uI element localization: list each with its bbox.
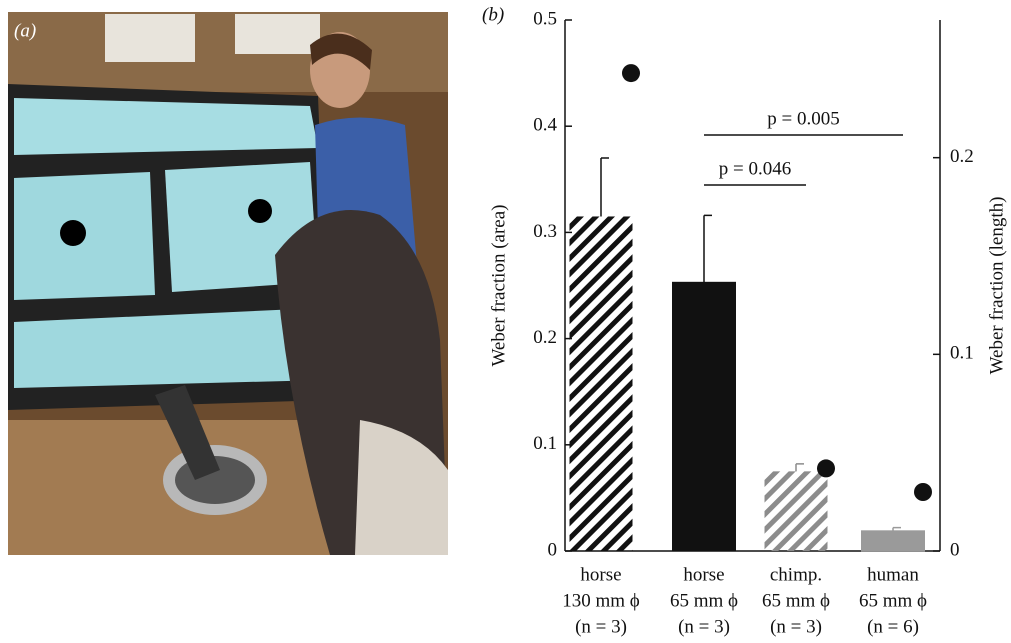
x-tick-label: (n = 3) [575,616,627,637]
y-axis-label: Weber fraction (area) [488,205,509,367]
x-tick-label: horse [683,564,724,585]
bar [862,531,925,551]
bar [765,471,828,551]
photo-wall [8,12,448,92]
x-tick-label: horse [580,564,621,585]
error-bar [704,215,712,282]
error-bar [796,464,804,471]
y2-tick-label: 0.2 [950,146,974,167]
y-tick-label: 0.5 [533,8,557,29]
error-bar [601,158,609,216]
photo-poster [235,14,320,54]
stimulus-dot [60,220,86,246]
panel-label: (b) [482,4,504,25]
bar [570,216,633,551]
y2-axis-label: Weber fraction (length) [986,197,1007,375]
y-tick-label: 0.3 [533,221,557,242]
y2-tick-label: 0.1 [950,343,974,364]
x-tick-label: (n = 3) [770,616,822,637]
page: (a) (b) 0 0.1 0.2 0.3 0.4 0.5 0 0.1 0.2 Weber fra… [0,0,1011,643]
photo-poster [105,14,195,62]
length-dot [914,483,932,501]
panel-label: (a) [14,20,36,41]
y-tick-label: 0.1 [533,433,557,454]
y-tick-label: 0.4 [533,115,557,136]
significance-label: p = 0.005 [767,108,839,129]
length-dot [817,459,835,477]
x-tick-label: chimp. [770,564,822,585]
monitor-screen [14,308,325,388]
significance-label: p = 0.046 [719,158,791,179]
stimulus-dot [248,199,272,223]
x-tick-label: human [867,564,919,585]
x-tick-label: 65 mm ϕ [859,590,927,611]
x-tick-label: 65 mm ϕ [762,590,830,611]
bar [673,282,736,551]
y-tick-label: 0 [548,539,558,560]
figure: (a) (b) 0 0.1 0.2 0.3 0.4 0.5 0 0.1 0.2 Weber fra… [0,0,1011,643]
x-tick-label: 130 mm ϕ [562,590,640,611]
monitor-screen [14,98,318,155]
photo: (a) [8,12,448,555]
y-tick-label: 0.2 [533,327,557,348]
x-tick-label: 65 mm ϕ [670,590,738,611]
length-dot [622,64,640,82]
x-tick-label: (n = 3) [678,616,730,637]
x-tick-label: (n = 6) [867,616,919,637]
y2-tick-label: 0 [950,539,960,560]
